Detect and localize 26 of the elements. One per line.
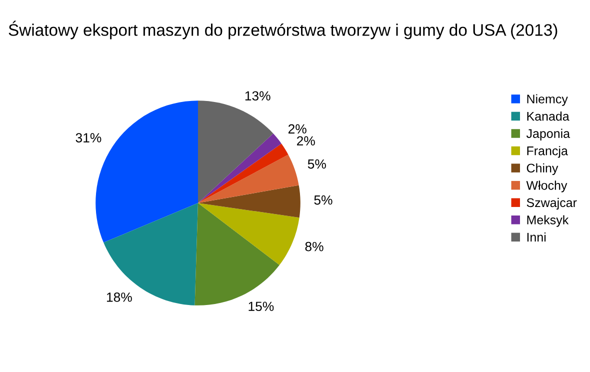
- legend-label: Meksyk: [527, 215, 569, 227]
- pie-slice: [198, 154, 299, 203]
- data-label: 13%: [245, 91, 270, 101]
- data-label: 2%: [288, 124, 306, 134]
- data-label: 5%: [308, 159, 326, 169]
- legend-label: Kanada: [527, 112, 570, 121]
- data-label: 31%: [76, 133, 102, 142]
- data-label: 2%: [296, 136, 315, 146]
- legend-label: Niemcy: [527, 94, 568, 106]
- chart-title: Światowy eksport maszyn do przetwórstwa tworzyw i gumy do USA (2013): [8, 20, 558, 40]
- legend-label: Inni: [527, 232, 546, 242]
- pie-slice: [198, 185, 300, 218]
- data-label: 8%: [305, 242, 324, 252]
- data-label: 15%: [248, 302, 274, 312]
- pie-slice: [198, 100, 274, 203]
- legend-label: Japonia: [526, 128, 570, 140]
- pie-slice: [198, 144, 288, 203]
- legend-label: Chiny: [526, 163, 558, 176]
- data-label: 18%: [106, 292, 132, 302]
- pie-slice: [198, 203, 300, 266]
- legend-label: Francja: [527, 146, 568, 158]
- legend-label: Włochy: [526, 180, 568, 192]
- legend-label: Szwajcar: [526, 198, 577, 210]
- pie-slice: [198, 134, 282, 203]
- pie-slice: [104, 203, 198, 306]
- data-label: 5%: [314, 195, 332, 205]
